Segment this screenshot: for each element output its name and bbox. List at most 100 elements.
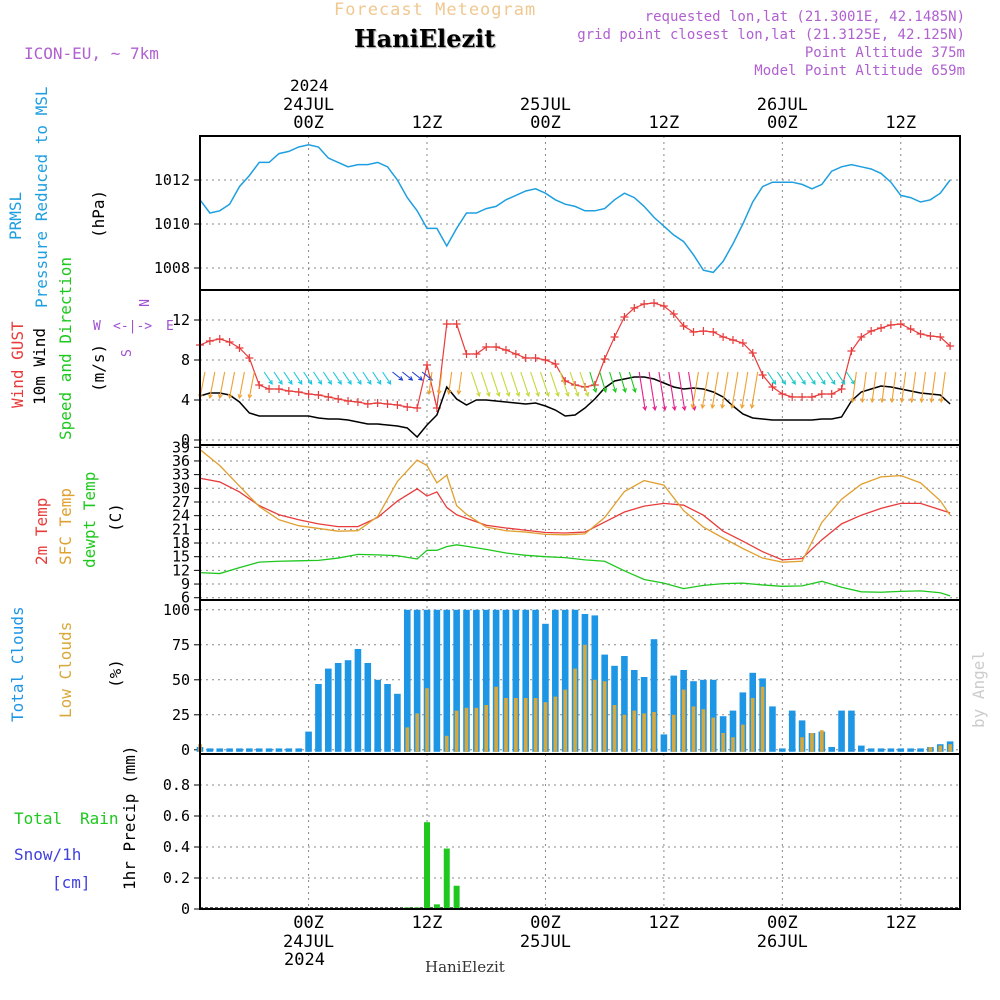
app-title: Forecast Meteogram [334,0,537,20]
low-cloud-bar [573,668,577,752]
wind-direction-arrow [880,371,887,404]
low-cloud-bar [523,698,528,752]
clouds-panel: 0 25 50 75 100 Total Clouds Low Clouds (%) [8,600,960,759]
total-cloud-bar [285,748,293,752]
gust-point [610,333,619,341]
low-cloud-bar [425,688,429,752]
gust-point [788,393,797,401]
wind-direction-arrow [247,371,255,400]
sfc-temp-label: SFC Temp [56,488,75,565]
low-cloud-bar [415,713,419,752]
gust-label: Wind GUST [8,321,27,408]
wind-direction-arrow [796,371,806,385]
gust-point [936,333,945,341]
compass-west: W [93,319,101,334]
total-cloud-bar [542,623,549,752]
gust-point [393,401,402,409]
wind-direction-arrow [739,371,749,410]
wind-direction-arrow [401,371,414,381]
total-cloud-bar [857,745,865,752]
compass-north: N [135,299,150,307]
gust-point [620,313,629,321]
bottom-hour-label: 00Z [530,913,561,933]
gust-point [274,385,283,393]
total-cloud-bar [374,679,381,752]
total-cloud-bar [413,609,421,752]
wind-direction-arrow [293,371,303,385]
snow-unit-label: [cm] [52,873,91,892]
top-hour-label: 00Z [530,113,561,133]
dewpt-label: dewpt Temp [80,472,99,568]
wind-direction-arrow [599,371,608,394]
low-cloud-bar [741,724,745,752]
top-hour-label: 12Z [412,113,443,133]
y-tick-label: 8 [181,351,190,369]
wind-direction-arrow [749,371,759,410]
total-cloud-bar [364,663,372,752]
top-date-label: 24JUL [283,95,334,115]
gust-point [353,398,362,406]
gust-point [748,349,757,357]
total-cloud-bar [532,609,539,752]
low-cloud-bar [800,737,804,752]
wind-direction-arrow [500,371,511,398]
gust-point [344,397,353,405]
gust-point [403,403,412,411]
gust-point [877,324,886,332]
wind-direction-arrow [382,371,392,385]
wind-direction-arrow [530,371,540,398]
total-cloud-bar [769,706,776,752]
wind-direction-arrow [648,371,657,412]
gust-point [245,354,254,362]
low-cloud-bar [622,714,627,752]
total-cloud-bar [561,609,569,752]
wind-direction-arrow [273,371,283,385]
compass-south: S [120,349,135,357]
bottom-hour-label: 12Z [649,913,680,933]
bottom-hour-label: 00Z [767,913,798,933]
wind-direction-arrow [332,371,342,385]
y-tick-label: 1012 [154,171,190,189]
low-cloud-bar [731,737,735,752]
gust-point [778,390,787,398]
gust-point [709,328,718,336]
low-cloud-bar [691,706,696,752]
low-cloud-bar [652,712,656,752]
y-tick-label: 100 [163,601,190,619]
wind-direction-arrow [446,371,453,396]
wind-direction-arrow [217,371,226,400]
total-cloud-bar [838,710,845,752]
bottom-date-label: 25JUL [520,932,571,952]
precip-panel: 0 0.2 0.4 0.6 0.8 Total Rain Snow/1h [cm] 1hr Pre… [14,746,960,918]
wind-direction-arrow [589,371,598,394]
total-cloud-bar [650,639,658,752]
wind-direction-arrow [618,371,627,394]
y-tick-label: 1008 [154,259,190,277]
total-cloud-bar [729,710,737,752]
gust-point [926,332,935,340]
gust-point [699,327,708,335]
pressure-unit: (hPa) [89,190,108,238]
y-tick-label: 0.8 [163,776,190,794]
total-cloud-bar [848,710,855,752]
wind-direction-arrow [549,371,560,398]
wind-direction-arrow [710,371,719,410]
wind-frame [199,289,961,446]
wind-direction-arrow [658,371,667,412]
low-cloud-bar [711,717,716,752]
y-tick-label: 30 [172,479,190,497]
gust-point [906,325,915,333]
gust-point [689,328,698,336]
bottom-hour-label: 12Z [412,913,443,933]
gust-point [324,393,333,401]
total-cloud-bar [246,748,253,752]
total-cloud-bar [334,663,342,752]
temp-2m-label: 2m Temp [32,498,51,565]
wind-direction-arrow [372,371,382,385]
wind-direction-arrow [237,371,245,400]
gust-point [235,344,244,352]
low-cloud-bar [642,713,646,752]
gust-point [738,339,747,347]
wind-direction-arrow [850,371,857,404]
snow-label: Snow/1h [14,845,81,864]
